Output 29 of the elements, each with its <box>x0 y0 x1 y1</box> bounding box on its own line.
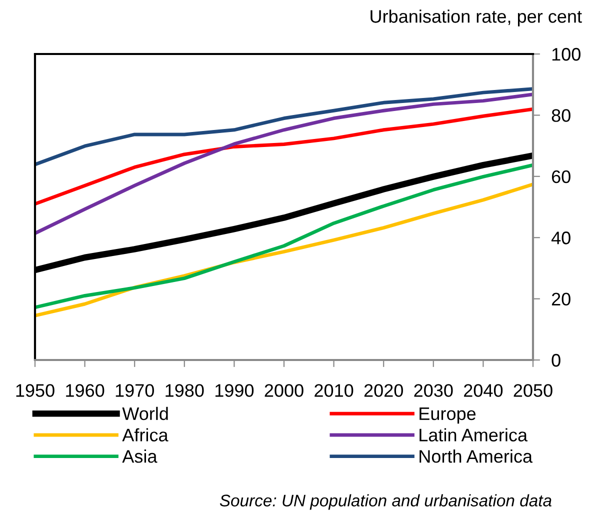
x-tick-label: 1970 <box>116 384 154 397</box>
line-series <box>35 87 533 166</box>
x-tick-label: 2040 <box>464 384 503 397</box>
legend-label: Asia <box>122 450 158 463</box>
x-tick-label: 2000 <box>264 384 304 397</box>
source-note: Source: UN population and urbanisation data <box>220 494 552 510</box>
x-tick-label: 1980 <box>166 384 204 397</box>
x-tick-label: 1960 <box>66 384 104 397</box>
legend-label: World <box>122 406 168 420</box>
x-tick-label: 2050 <box>514 384 552 397</box>
y-axis-title: Urbanisation rate, per cent <box>370 10 582 26</box>
x-tick-label: 1990 <box>215 384 254 397</box>
y-tick-label: 40 <box>551 232 570 244</box>
line-series <box>35 107 533 206</box>
y-tick-label: 20 <box>552 292 570 306</box>
legend-label: Latin America <box>420 428 528 442</box>
x-tick-label: 2010 <box>314 384 354 397</box>
legend-label: North America <box>420 450 533 463</box>
legend-label: Africa <box>122 428 168 442</box>
x-tick-label: 2030 <box>414 384 453 397</box>
line-series <box>35 92 533 236</box>
legend-label: Europe <box>420 408 476 424</box>
y-tick-label: 60 <box>552 170 570 184</box>
line-series <box>35 163 533 310</box>
y-tick-label: 80 <box>552 109 570 122</box>
y-tick-label: 0 <box>552 354 560 367</box>
y-tick-label: 100 <box>552 48 580 61</box>
x-tick-label: 1950 <box>16 384 54 397</box>
x-tick-label: 2020 <box>364 384 403 397</box>
